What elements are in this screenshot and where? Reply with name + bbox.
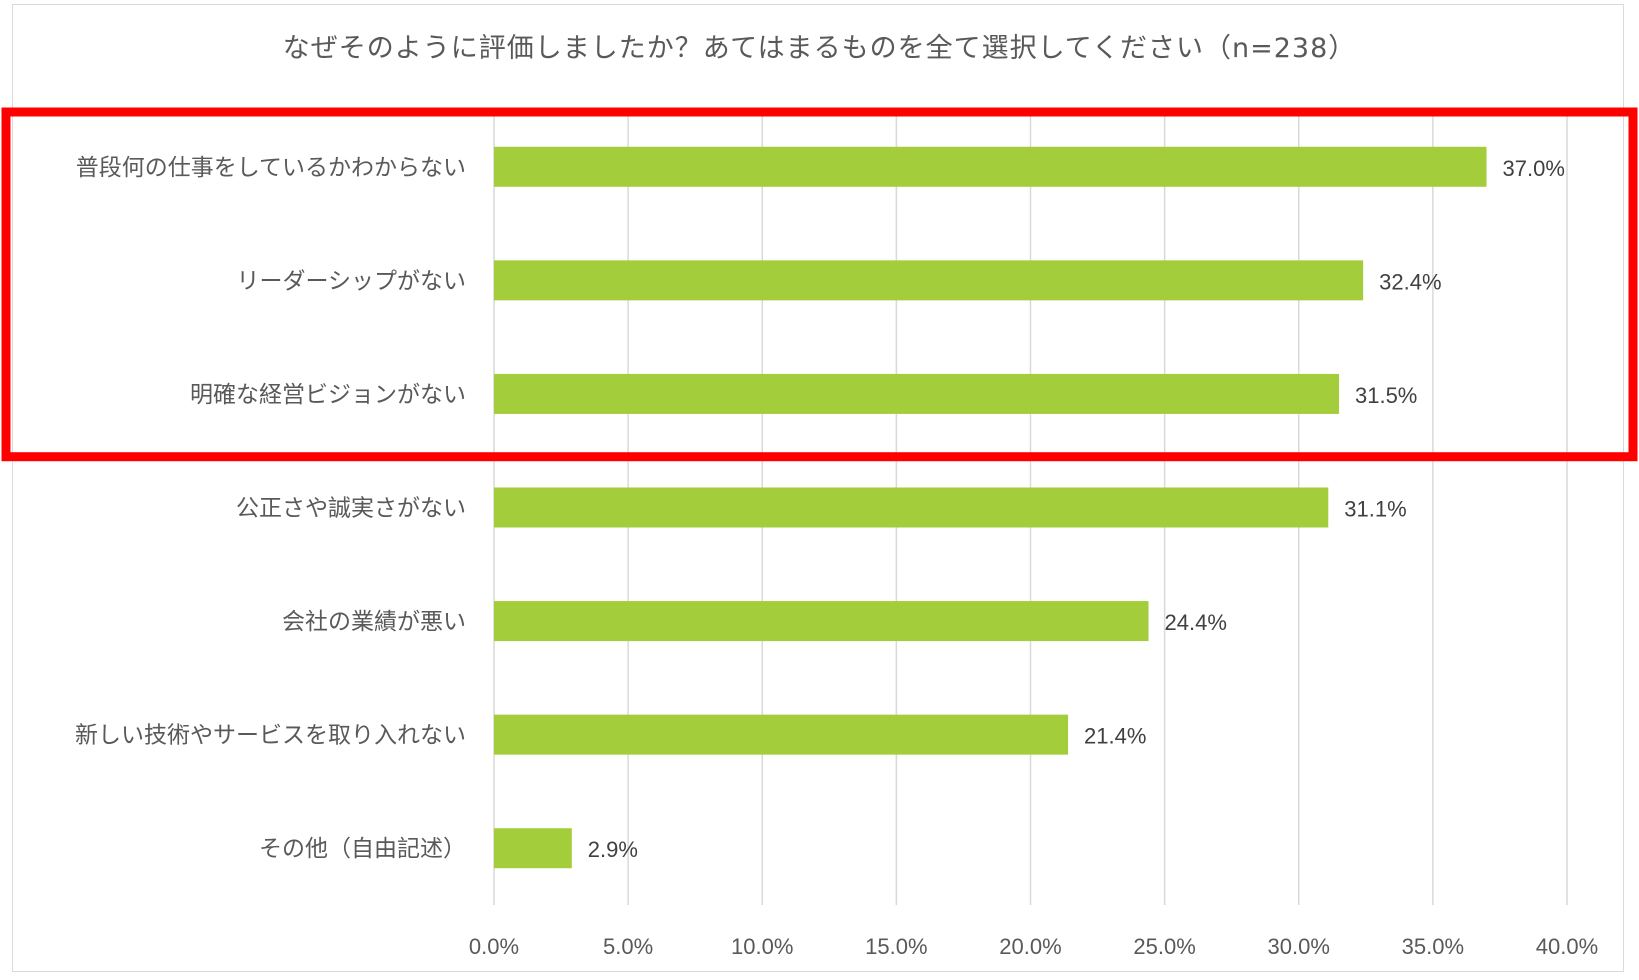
- category-label: 公正さや誠実さがない: [236, 496, 466, 522]
- category-label: 明確な経営ビジョンがない: [190, 382, 466, 408]
- x-tick-label: 10.0%: [731, 934, 793, 959]
- category-label: その他（自由記述）: [259, 836, 466, 862]
- bar: [494, 373, 1339, 414]
- bar: [494, 828, 572, 869]
- bar: [494, 260, 1364, 301]
- category-labels: 普段何の仕事をしているかわからないリーダーシップがない明確な経営ビジョンがない公…: [75, 155, 466, 862]
- x-tick-label: 5.0%: [603, 934, 653, 959]
- data-label: 21.4%: [1084, 724, 1146, 749]
- chart-title: なぜそのように評価しましたか？あてはまるものを全て選択してください（n=238）: [282, 33, 1357, 64]
- data-label: 2.9%: [588, 837, 638, 862]
- bar: [494, 714, 1069, 755]
- bar: [494, 601, 1149, 642]
- data-label: 37.0%: [1503, 156, 1565, 181]
- x-tick-label: 25.0%: [1133, 934, 1195, 959]
- data-labels: 37.0% 32.4% 31.5% 31.1% 24.4% 21.4% 2.9%: [588, 156, 1565, 862]
- x-tick-label: 20.0%: [999, 934, 1061, 959]
- highlight-box: [1, 107, 1638, 462]
- bar: [494, 487, 1329, 528]
- x-tick-label: 15.0%: [865, 934, 927, 959]
- x-tick-labels: 0.0% 5.0% 10.0% 15.0% 20.0% 25.0% 30.0% 35.0% 40…: [469, 934, 1598, 959]
- bars: [494, 146, 1487, 869]
- category-label: 普段何の仕事をしているかわからない: [76, 155, 466, 181]
- category-label: リーダーシップがない: [236, 268, 466, 294]
- x-tick-label: 0.0%: [469, 934, 519, 959]
- x-tick-label: 30.0%: [1268, 934, 1330, 959]
- x-tick-label: 35.0%: [1402, 934, 1464, 959]
- category-label: 会社の業績が悪い: [282, 609, 466, 635]
- bar: [494, 146, 1487, 187]
- data-label: 32.4%: [1379, 269, 1441, 294]
- data-label: 24.4%: [1165, 610, 1227, 635]
- x-tick-label: 40.0%: [1536, 934, 1598, 959]
- category-label: 新しい技術やサービスを取り入れない: [75, 723, 466, 749]
- data-label: 31.5%: [1355, 383, 1417, 408]
- data-label: 31.1%: [1344, 497, 1406, 522]
